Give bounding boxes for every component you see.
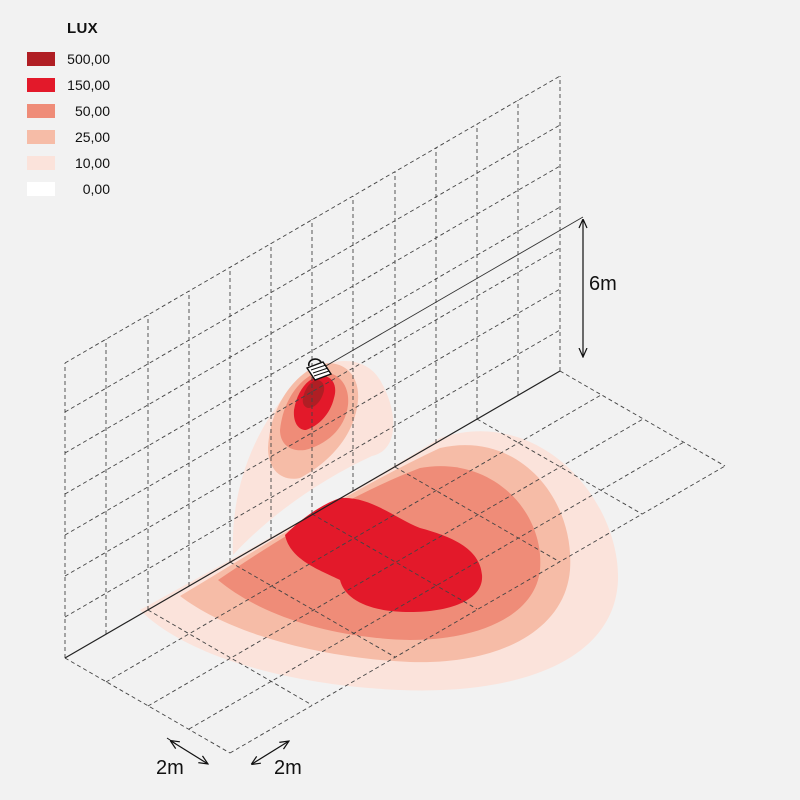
legend-value: 0,00 <box>82 181 110 197</box>
height-dimension: 6m <box>583 220 617 357</box>
wall-base-edge <box>64 370 561 659</box>
floodlight-fixture-icon <box>305 358 333 381</box>
legend-item: 150,00 <box>27 72 127 98</box>
mounting-height-line <box>311 216 584 375</box>
legend-value: 10,00 <box>74 155 110 171</box>
legend-value: 500,00 <box>67 51 110 67</box>
legend-swatch <box>27 182 55 196</box>
legend-value: 150,00 <box>67 77 110 93</box>
legend-value: 25,00 <box>74 129 110 145</box>
wall-light-pool <box>232 360 394 555</box>
grid-depth-label: 2m <box>156 757 184 779</box>
contour-150 <box>285 497 483 612</box>
legend-item: 25,00 <box>27 124 127 150</box>
legend-value: 50,00 <box>74 103 110 119</box>
grid-width-label: 2m <box>274 757 302 779</box>
legend-item: 500,00 <box>27 46 127 72</box>
height-dimension-label: 6m <box>589 273 617 295</box>
grid-depth-dimension: 2m <box>156 737 208 779</box>
lux-legend: LUX 500,00 150,00 50,00 25,00 10,00 0,00 <box>27 20 127 202</box>
legend-item: 10,00 <box>27 150 127 176</box>
legend-item: 0,00 <box>27 176 127 202</box>
legend-title: LUX <box>67 20 98 37</box>
legend-swatch <box>27 104 55 118</box>
floor-light-pool <box>140 431 619 691</box>
floor-grid <box>64 370 726 754</box>
wall-grid <box>64 75 561 658</box>
legend-swatch <box>27 52 55 66</box>
legend-swatch <box>27 156 55 170</box>
contour-500 <box>302 380 325 408</box>
legend-item: 50,00 <box>27 98 127 124</box>
legend-swatch <box>27 130 55 144</box>
grid-width-dimension: 2m <box>252 741 302 779</box>
legend-swatch <box>27 78 55 92</box>
